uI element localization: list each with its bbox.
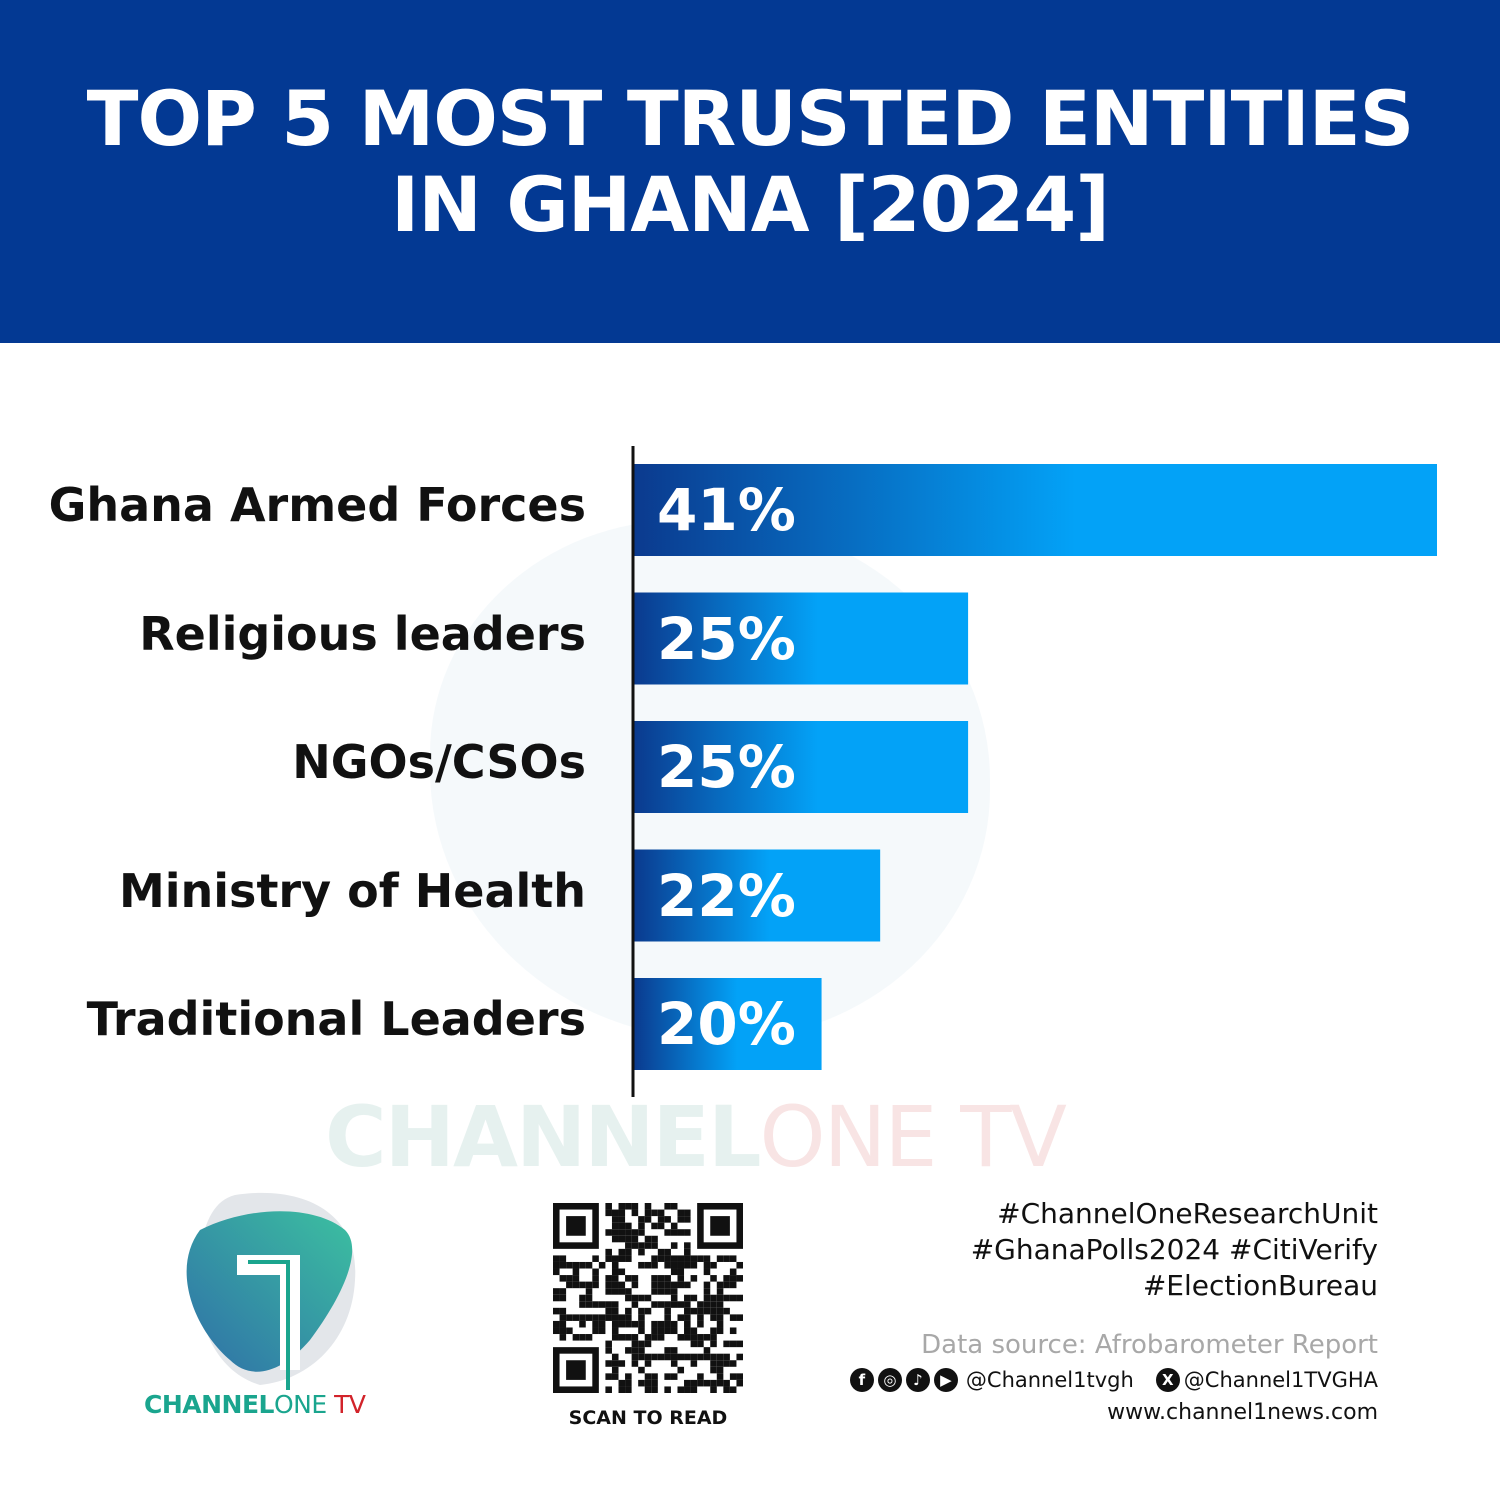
instagram-icon[interactable]: ◎ bbox=[877, 1368, 902, 1392]
qr-code[interactable] bbox=[553, 1203, 743, 1393]
brand-part2: ONE bbox=[273, 1390, 327, 1419]
watermark-part1: CHANNEL bbox=[325, 1088, 761, 1186]
facebook-icon[interactable]: f bbox=[849, 1368, 874, 1392]
watermark-part2: ONE TV bbox=[759, 1088, 1067, 1186]
tiktok-icon[interactable]: ♪ bbox=[905, 1368, 930, 1392]
title-line-1: TOP 5 MOST TRUSTED ENTITIES bbox=[86, 73, 1415, 163]
category-label: NGOs/CSOs bbox=[292, 735, 586, 789]
bar bbox=[634, 978, 822, 1070]
hashtag-line: #ChannelOneResearchUnit bbox=[997, 1197, 1378, 1230]
website-link[interactable]: www.channel1news.com bbox=[1107, 1400, 1378, 1425]
bar bbox=[634, 721, 969, 813]
scan-label: SCAN TO READ bbox=[568, 1407, 728, 1429]
category-label: Traditional Leaders bbox=[86, 992, 586, 1046]
data-label: 25% bbox=[657, 733, 796, 801]
bar bbox=[634, 849, 881, 942]
x-handle: @Channel1TVGHA bbox=[1183, 1368, 1378, 1392]
watermark-text: CHANNELONE TV bbox=[325, 1088, 1067, 1186]
title-line-2: IN GHANA [2024] bbox=[390, 159, 1110, 249]
category-label: Ministry of Health bbox=[119, 863, 586, 918]
brand-part3: TV bbox=[326, 1390, 366, 1419]
page-title: TOP 5 MOST TRUSTED ENTITIES IN GHANA [20… bbox=[86, 73, 1415, 249]
brand-part1: CHANNEL bbox=[144, 1390, 274, 1419]
category-label: Ghana Armed Forces bbox=[48, 478, 586, 532]
social-handle: @Channel1tvgh bbox=[965, 1368, 1134, 1392]
data-label: 25% bbox=[657, 604, 796, 673]
hashtag-line: #GhanaPolls2024 #CitiVerify bbox=[970, 1233, 1378, 1266]
header-banner: TOP 5 MOST TRUSTED ENTITIES IN GHANA [20… bbox=[0, 0, 1500, 343]
data-label: 20% bbox=[657, 990, 796, 1058]
brand-wordmark: CHANNELONE TV bbox=[144, 1390, 366, 1419]
social-row: f ◎ ♪ ▶ @Channel1tvgh X @Channel1TVGHA bbox=[849, 1368, 1378, 1392]
hashtags: #ChannelOneResearchUnit #GhanaPolls2024 … bbox=[971, 1196, 1378, 1304]
bar bbox=[634, 592, 969, 685]
hashtag-line: #ElectionBureau bbox=[1142, 1269, 1378, 1302]
bar bbox=[634, 464, 1437, 556]
data-label: 41% bbox=[657, 476, 796, 544]
category-label: Religious leaders bbox=[139, 606, 586, 661]
data-source: Data source: Afrobarometer Report bbox=[921, 1330, 1378, 1360]
channel-one-logo bbox=[186, 1192, 356, 1390]
data-label: 22% bbox=[657, 861, 796, 930]
x-icon[interactable]: X bbox=[1155, 1368, 1180, 1392]
youtube-icon[interactable]: ▶ bbox=[933, 1368, 958, 1392]
